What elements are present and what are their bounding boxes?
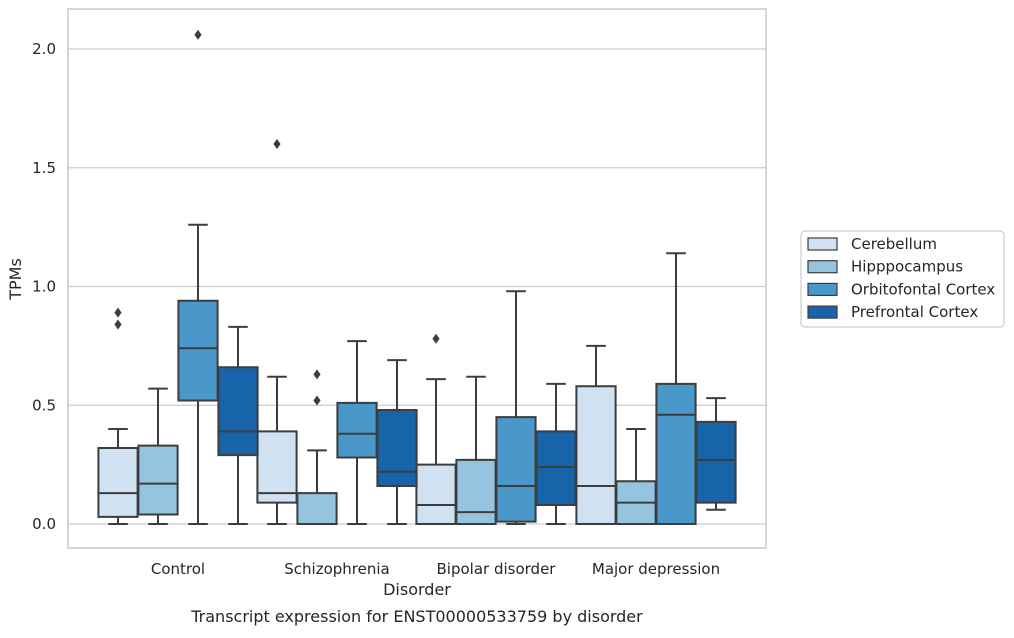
series-prefrontal-cortex — [217, 325, 737, 525]
series-hipppocampus — [137, 369, 657, 525]
box-group — [137, 387, 179, 525]
box-group — [336, 340, 378, 525]
chart-title: Transcript expression for ENST0000053375… — [190, 607, 643, 626]
y-tick-label: 1.5 — [32, 159, 56, 177]
y-tick-label: 0.5 — [32, 396, 56, 414]
box-group — [615, 428, 657, 525]
box — [376, 409, 418, 487]
box — [137, 444, 179, 516]
box — [655, 382, 697, 525]
y-tick-label: 0.0 — [32, 515, 56, 533]
series-cerebellum — [97, 139, 617, 525]
legend-frame — [800, 230, 1005, 328]
x-tick-label: Bipolar disorder — [437, 560, 557, 578]
box-group — [256, 139, 298, 525]
box — [415, 463, 457, 525]
box-group — [535, 382, 577, 525]
box — [495, 416, 537, 523]
outlier-marker — [114, 307, 122, 318]
box-group — [296, 369, 338, 525]
box — [575, 385, 617, 525]
box-group — [376, 359, 418, 525]
box — [336, 401, 378, 459]
box-group — [415, 333, 457, 525]
box-group — [655, 252, 697, 525]
box — [695, 420, 737, 504]
outlier-marker — [432, 333, 440, 344]
box-group — [575, 344, 617, 525]
legend-swatch — [807, 260, 838, 274]
legend-label: Orbitofontal Cortex — [851, 280, 995, 298]
legend-label: Cerebellum — [851, 235, 937, 253]
legend-label: Hipppocampus — [851, 258, 963, 276]
y-tick-label: 1.0 — [32, 278, 56, 296]
box — [217, 366, 259, 457]
box-group — [455, 375, 497, 525]
outlier-marker — [313, 395, 321, 406]
outlier-marker — [114, 319, 122, 330]
box — [296, 492, 338, 525]
x-axis-label: Disorder — [383, 580, 451, 599]
legend-swatch — [807, 237, 838, 251]
box-group — [97, 307, 139, 525]
box-group — [695, 397, 737, 511]
box — [535, 430, 577, 506]
box-group — [177, 29, 219, 525]
box-group — [495, 290, 537, 525]
box — [455, 458, 497, 525]
x-tick-label: Schizophrenia — [284, 560, 389, 578]
legend-swatch — [807, 282, 838, 296]
box — [177, 299, 219, 402]
box — [256, 430, 298, 504]
x-tick-label: Control — [151, 560, 205, 578]
boxes-layer — [97, 29, 737, 525]
outlier-marker — [194, 29, 202, 40]
box-group — [217, 325, 259, 525]
x-tick-label: Major depression — [592, 560, 720, 578]
outlier-marker — [273, 139, 281, 149]
series-orbitofontal-cortex — [177, 29, 697, 525]
outlier-marker — [313, 369, 321, 380]
y-tick-label: 2.0 — [32, 40, 56, 58]
legend-swatch — [807, 305, 838, 319]
y-axis-label: TPMs — [6, 258, 25, 301]
box — [97, 447, 139, 518]
plot-frame — [67, 8, 767, 549]
legend: Cerebellum Hipppocampus Orbitofontal Corte… — [800, 230, 1005, 328]
legend-label: Prefrontal Cortex — [851, 303, 978, 321]
